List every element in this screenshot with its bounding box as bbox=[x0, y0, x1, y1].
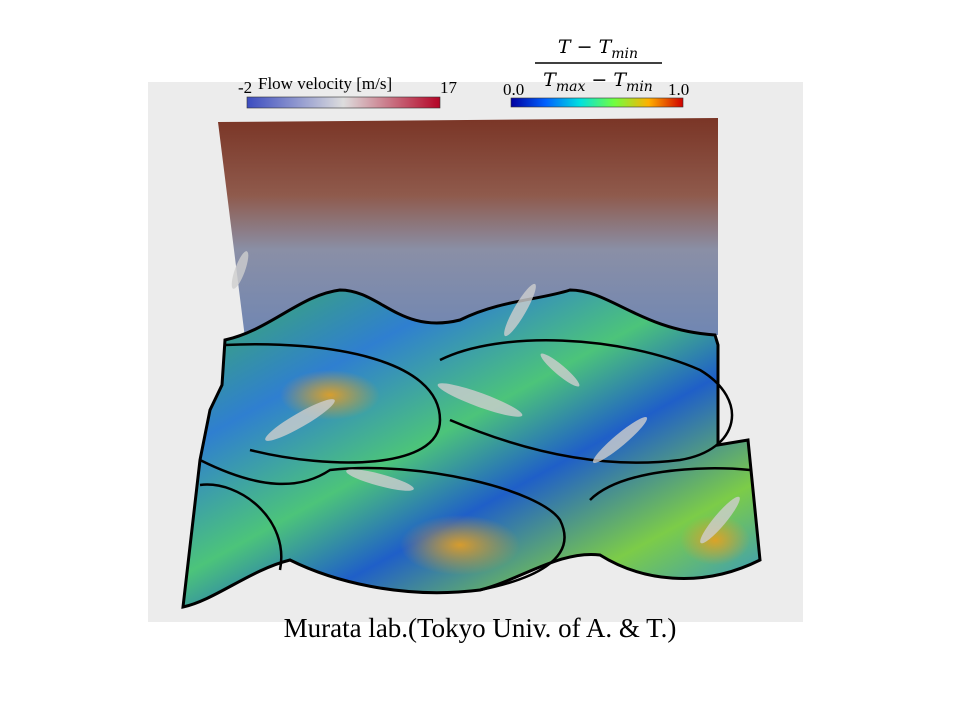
caption: Murata lab.(Tokyo Univ. of A. & T.) bbox=[284, 613, 677, 643]
numerator-sub: min bbox=[611, 46, 638, 62]
denominator-sub1: max bbox=[556, 79, 586, 95]
numerator-text: T − T bbox=[558, 36, 613, 58]
temperature-min: 0.0 bbox=[503, 80, 524, 99]
velocity-colorbar bbox=[246, 96, 441, 109]
denominator-text2: − T bbox=[585, 69, 627, 91]
formula-numerator: T − Tmin bbox=[558, 36, 638, 62]
denominator-sub2: min bbox=[626, 79, 653, 95]
temperature-max: 1.0 bbox=[668, 80, 689, 99]
velocity-min: -2 bbox=[238, 78, 252, 97]
temperature-colorbar bbox=[510, 97, 684, 108]
cell-outlines bbox=[199, 339, 751, 592]
hot-spot bbox=[680, 515, 750, 565]
hot-spot bbox=[280, 370, 380, 420]
velocity-label: Flow velocity [m/s] bbox=[258, 74, 392, 93]
hot-spot bbox=[400, 515, 520, 575]
velocity-max: 17 bbox=[440, 78, 458, 97]
denominator-text1: T bbox=[543, 69, 557, 91]
formula-denominator: Tmax − Tmin bbox=[543, 69, 653, 95]
vortex-structures bbox=[231, 251, 740, 544]
back-wall bbox=[218, 118, 718, 338]
floor-surface bbox=[181, 288, 762, 609]
